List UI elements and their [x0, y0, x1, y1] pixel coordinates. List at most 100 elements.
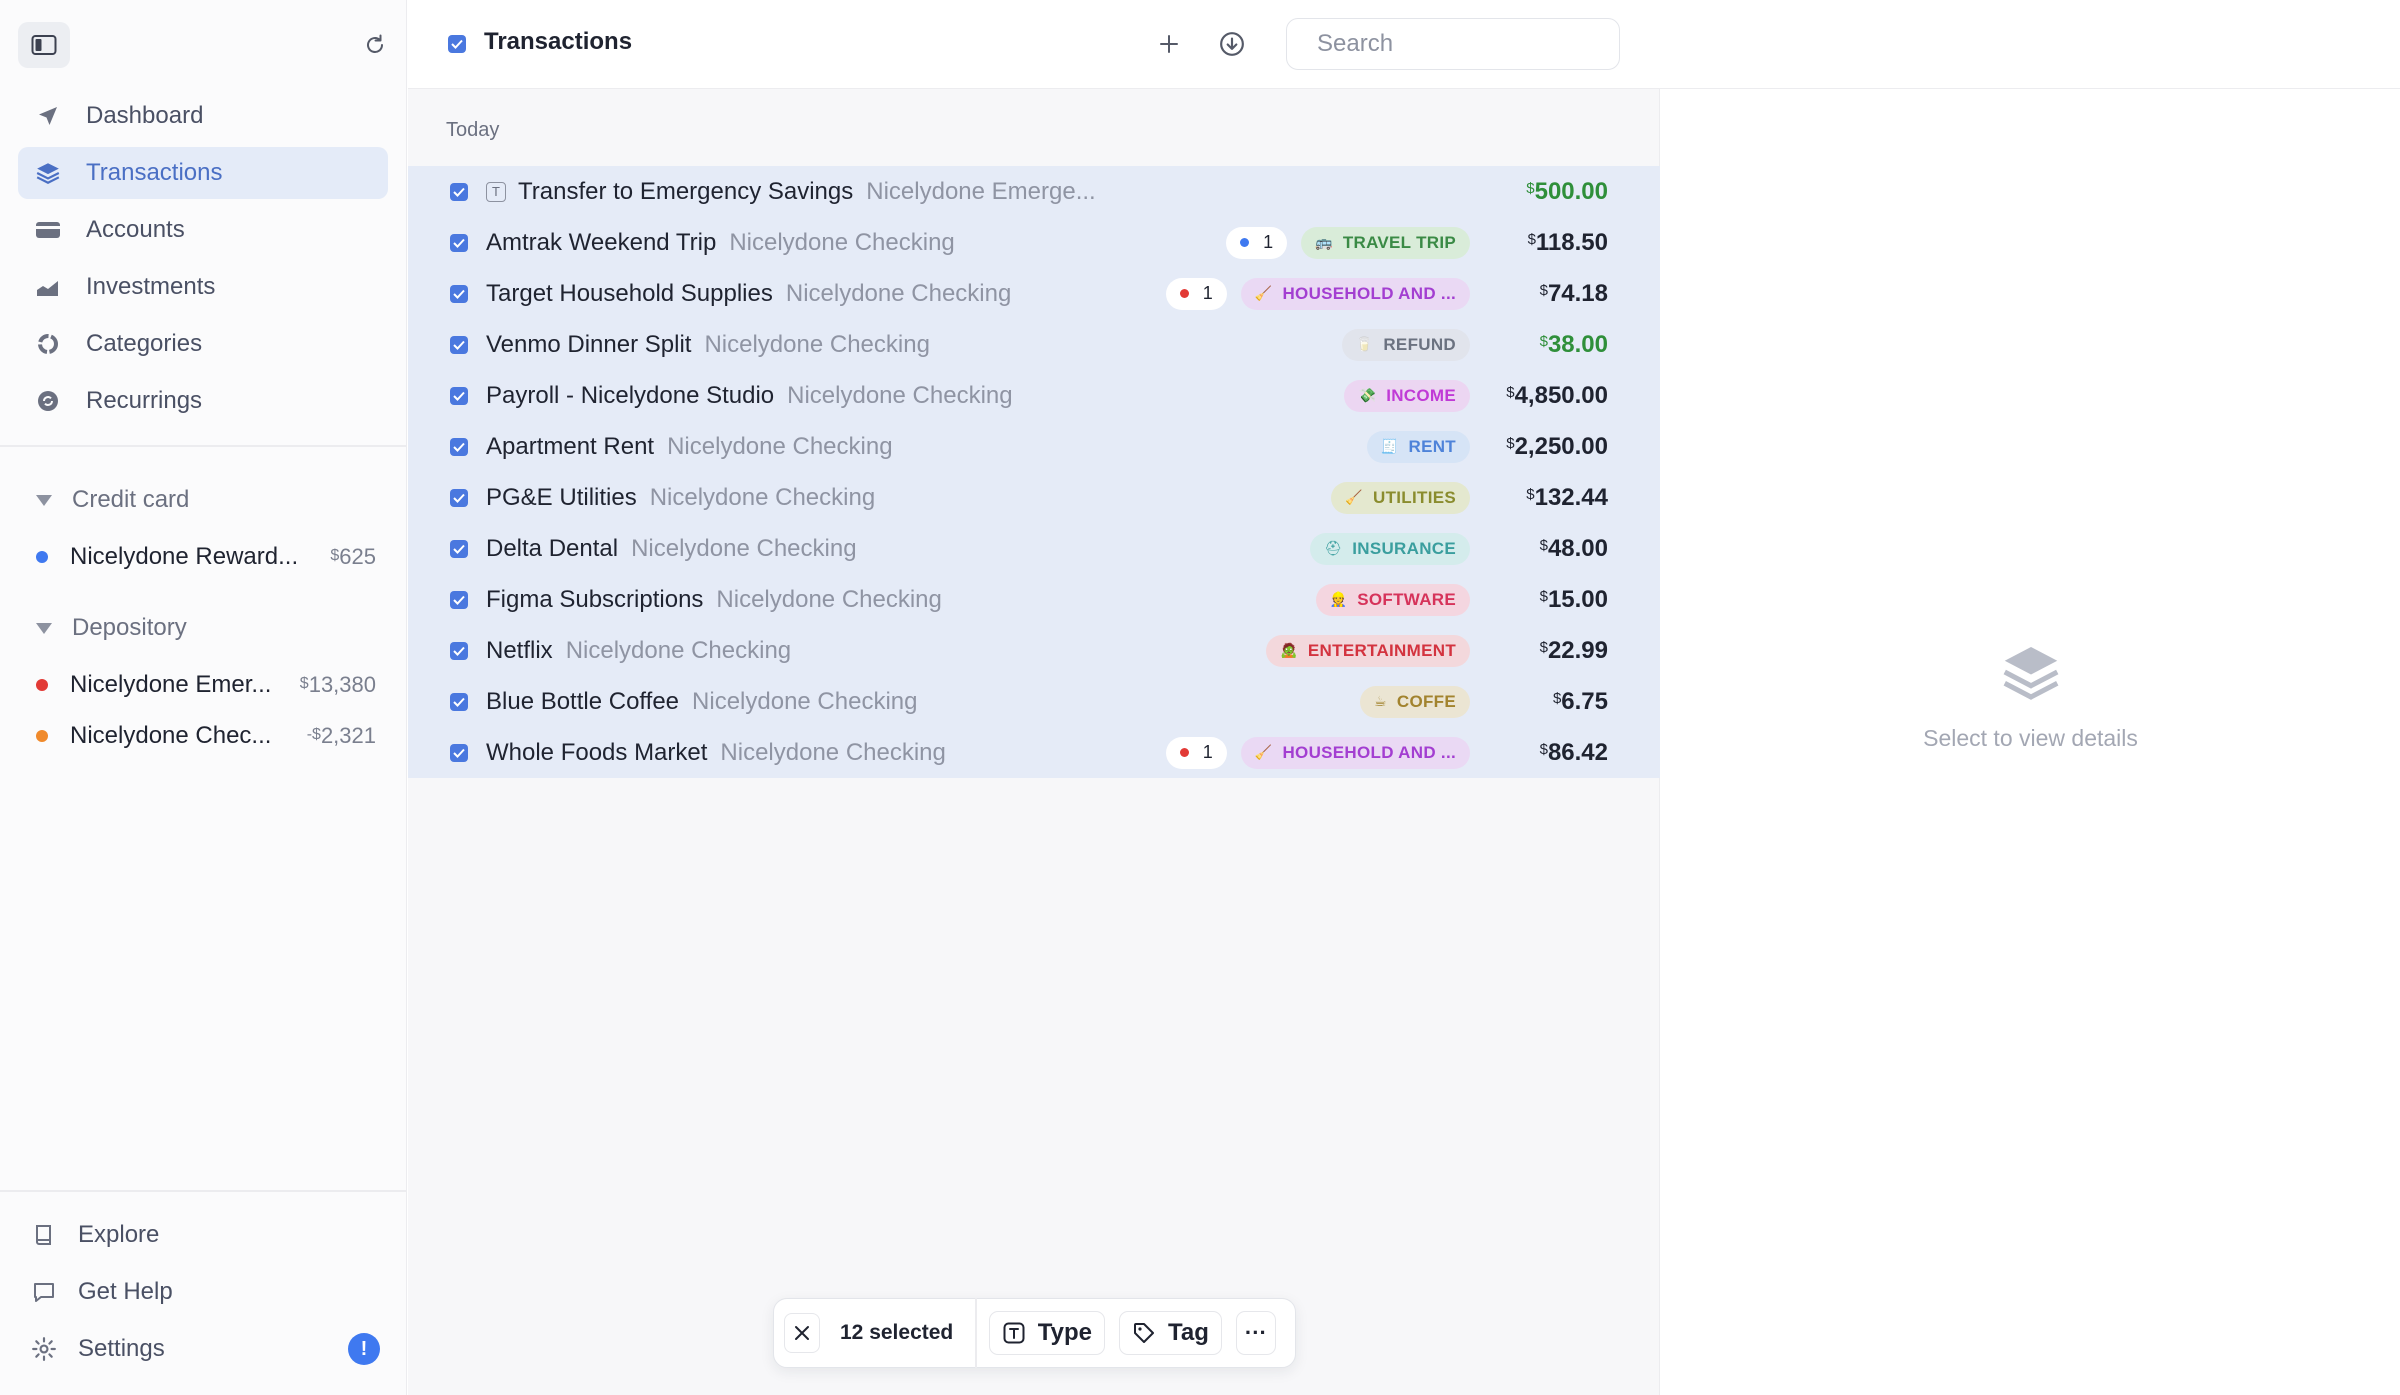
transaction-row[interactable]: Figma Subscriptions Nicelydone Checking 👷 S… — [408, 574, 1660, 625]
category-tag[interactable]: 🧹 HOUSEHOLD AND ... — [1240, 277, 1470, 310]
status-dot — [1179, 748, 1189, 757]
category-tag[interactable]: 💸 INCOME — [1344, 379, 1470, 412]
account-color-dot — [36, 679, 48, 691]
transaction-row[interactable]: Payroll - Nicelydone Studio Nicelydone Ch… — [408, 370, 1660, 421]
category-tag-label: HOUSEHOLD AND ... — [1282, 283, 1456, 303]
nav-item-settings[interactable]: Settings ! — [30, 1325, 380, 1373]
ellipsis-icon: ··· — [1244, 1320, 1267, 1345]
category-tag[interactable]: 🥛 REFUND — [1341, 328, 1470, 361]
search-input[interactable] — [1317, 30, 1627, 58]
transaction-row[interactable]: Blue Bottle Coffee Nicelydone Checking ☕ CO… — [408, 676, 1660, 727]
account-item[interactable]: Nicelydone Reward... $625 — [36, 537, 376, 577]
account-balance: $625 — [330, 544, 376, 569]
row-checkbox[interactable] — [450, 743, 468, 762]
add-transaction-button[interactable] — [1153, 28, 1185, 60]
nav-label: Accounts — [86, 216, 185, 243]
category-emoji-icon: 🧹 — [1254, 744, 1273, 760]
row-checkbox[interactable] — [450, 590, 468, 609]
refresh-icon — [367, 34, 383, 53]
transaction-amount: $74.18 — [1539, 279, 1608, 307]
row-checkbox[interactable] — [450, 437, 468, 456]
row-checkbox[interactable] — [450, 233, 468, 252]
category-tag-label: HOUSEHOLD AND ... — [1282, 742, 1456, 762]
row-checkbox[interactable] — [450, 539, 468, 558]
transaction-row[interactable]: Delta Dental Nicelydone Checking ⛑ INSURANC… — [408, 523, 1660, 574]
account-item[interactable]: Nicelydone Emer... $13,380 — [36, 665, 376, 705]
transaction-row[interactable]: Amtrak Weekend Trip Nicelydone Checking 1 🚌… — [408, 217, 1660, 268]
category-emoji-icon: ⛑ — [1324, 540, 1343, 556]
category-tag[interactable]: 🚌 TRAVEL TRIP — [1301, 226, 1470, 259]
plus-icon — [1160, 35, 1178, 53]
nav-item-explore[interactable]: Explore — [30, 1211, 380, 1259]
more-actions-button[interactable]: ··· — [1235, 1311, 1276, 1355]
transaction-description: Transfer to Emergency Savings — [518, 177, 854, 205]
download-button[interactable] — [1216, 28, 1248, 60]
transaction-row[interactable]: T Transfer to Emergency Savings Nicelydone… — [408, 166, 1660, 217]
layers-icon — [34, 159, 62, 187]
group-toggle-depository[interactable]: Depository — [36, 614, 187, 642]
checkmark-icon — [453, 697, 465, 707]
transaction-account: Nicelydone Checking — [729, 228, 955, 256]
row-checkbox[interactable] — [450, 641, 468, 660]
sidebar-toggle-button[interactable] — [18, 22, 70, 68]
status-dot — [1179, 289, 1189, 298]
transaction-description: PG&E Utilities — [486, 483, 637, 511]
nav-item-recurrings[interactable]: Recurrings — [18, 375, 388, 427]
account-item[interactable]: Nicelydone Chec... -$2,321 — [36, 716, 376, 756]
transaction-amount: $6.75 — [1552, 687, 1608, 715]
category-tag[interactable]: 👷 SOFTWARE — [1315, 583, 1470, 616]
checkmark-icon — [453, 544, 465, 554]
transaction-description: Whole Foods Market — [486, 738, 708, 766]
category-tag[interactable]: ⛑ INSURANCE — [1310, 532, 1470, 565]
row-checkbox[interactable] — [450, 488, 468, 507]
transaction-description: Figma Subscriptions — [486, 585, 704, 613]
nav-item-investments[interactable]: Investments — [18, 261, 388, 313]
row-checkbox[interactable] — [450, 284, 468, 303]
transaction-amount: $132.44 — [1526, 483, 1608, 511]
category-tag[interactable]: 🧾 RENT — [1366, 430, 1470, 463]
clear-selection-button[interactable] — [784, 1313, 820, 1353]
transaction-row[interactable]: PG&E Utilities Nicelydone Checking 🧹 UTILIT… — [408, 472, 1660, 523]
attachment-count-badge[interactable]: 1 — [1165, 277, 1227, 310]
row-meta: 1 🧹 HOUSEHOLD AND ... $74.18 — [1165, 268, 1660, 319]
transaction-row[interactable]: Whole Foods Market Nicelydone Checking 1 🧹 H… — [408, 727, 1660, 778]
account-name: Nicelydone Chec... — [70, 722, 272, 749]
select-all-checkbox[interactable] — [448, 35, 466, 53]
transaction-account: Nicelydone Checking — [785, 279, 1012, 307]
nav-item-get-help[interactable]: Get Help — [30, 1268, 380, 1316]
search-box[interactable] — [1286, 18, 1627, 70]
attachment-count-badge[interactable]: 1 — [1165, 736, 1227, 769]
selected-count: 12 selected — [840, 1321, 954, 1344]
row-checkbox[interactable] — [450, 692, 468, 711]
nav-label: Explore — [78, 1221, 160, 1248]
category-tag[interactable]: ☕ COFFE — [1360, 685, 1470, 718]
set-tag-button[interactable]: Tag — [1118, 1311, 1222, 1355]
nav-item-categories[interactable]: Categories — [18, 318, 388, 370]
set-type-button[interactable]: Type — [988, 1311, 1105, 1355]
transaction-rows: T Transfer to Emergency Savings Nicelydone… — [408, 166, 1660, 778]
group-label: Credit card — [72, 486, 190, 513]
nav-item-transactions[interactable]: Transactions — [18, 147, 388, 199]
transactions-list-pane: Today T Transfer to Emergency Savings Nice… — [408, 89, 1660, 1395]
refresh-button[interactable] — [360, 30, 390, 60]
checkmark-icon — [453, 238, 465, 248]
nav-item-accounts[interactable]: Accounts — [18, 204, 388, 256]
row-checkbox[interactable] — [450, 182, 468, 201]
attachment-count-badge[interactable]: 1 — [1226, 226, 1288, 259]
nav-item-dashboard[interactable]: Dashboard — [18, 90, 388, 142]
category-tag[interactable]: 🧟 ENTERTAINMENT — [1266, 634, 1470, 667]
caret-down-icon — [36, 494, 52, 506]
row-checkbox[interactable] — [450, 386, 468, 405]
transaction-row[interactable]: Venmo Dinner Split Nicelydone Checking 🥛 RE… — [408, 319, 1660, 370]
category-tag[interactable]: 🧹 UTILITIES — [1331, 481, 1470, 514]
category-emoji-icon: 🥛 — [1355, 336, 1374, 352]
checkmark-icon — [453, 493, 465, 503]
transaction-row[interactable]: Apartment Rent Nicelydone Checking 🧾 RENT $2… — [408, 421, 1660, 472]
transaction-row[interactable]: Target Household Supplies Nicelydone Chec… — [408, 268, 1660, 319]
transaction-row[interactable]: Netflix Nicelydone Checking 🧟 ENTERTAINMENT… — [408, 625, 1660, 676]
group-toggle-credit-card[interactable]: Credit card — [36, 486, 189, 514]
row-meta: $500.00 — [1470, 166, 1660, 217]
row-checkbox[interactable] — [450, 335, 468, 354]
close-icon — [795, 1326, 809, 1340]
category-tag[interactable]: 🧹 HOUSEHOLD AND ... — [1240, 736, 1470, 769]
